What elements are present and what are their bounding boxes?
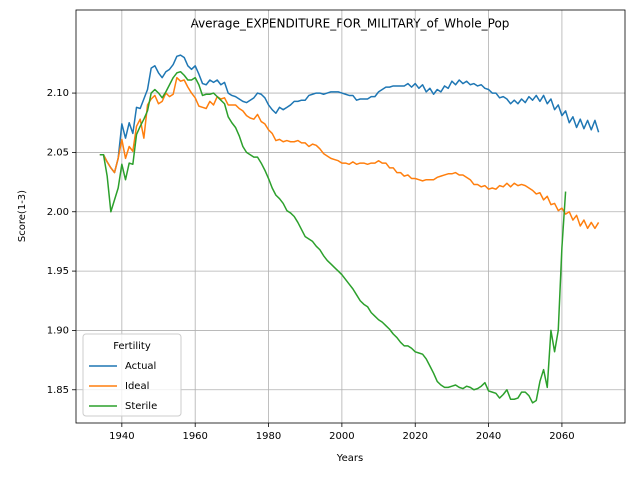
y-tick-label: 1.90 xyxy=(47,325,69,336)
legend-label: Ideal xyxy=(125,381,149,392)
y-tick-label: 2.10 xyxy=(47,88,69,99)
y-tick-label: 1.85 xyxy=(47,385,69,396)
x-tick-label: 1940 xyxy=(109,431,134,442)
y-tick-label: 1.95 xyxy=(47,266,69,277)
legend-box xyxy=(82,333,182,417)
x-axis-label: Years xyxy=(336,453,363,464)
y-tick-label: 2.00 xyxy=(47,207,69,218)
legend: Fertility Actual Ideal Sterile xyxy=(82,333,182,417)
x-tick-label: 2020 xyxy=(403,431,428,442)
x-tick-label: 1980 xyxy=(256,431,281,442)
plot-frame xyxy=(75,9,626,424)
legend-label: Actual xyxy=(125,361,156,372)
x-tick-label: 1960 xyxy=(182,431,207,442)
y-tick-label: 2.05 xyxy=(47,147,69,158)
y-axis-label: Score(1-3) xyxy=(17,190,28,242)
legend-title: Fertility xyxy=(113,341,151,352)
x-tick-label: 2000 xyxy=(329,431,354,442)
chart-title: Average_EXPENDITURE_FOR_MILITARY_of_Whol… xyxy=(191,17,510,31)
x-tick-label: 2060 xyxy=(549,431,574,442)
line-series xyxy=(99,54,600,174)
legend-label: Sterile xyxy=(125,401,157,412)
x-tick-label: 2040 xyxy=(476,431,501,442)
line-series xyxy=(99,70,567,404)
line-series xyxy=(99,76,600,230)
